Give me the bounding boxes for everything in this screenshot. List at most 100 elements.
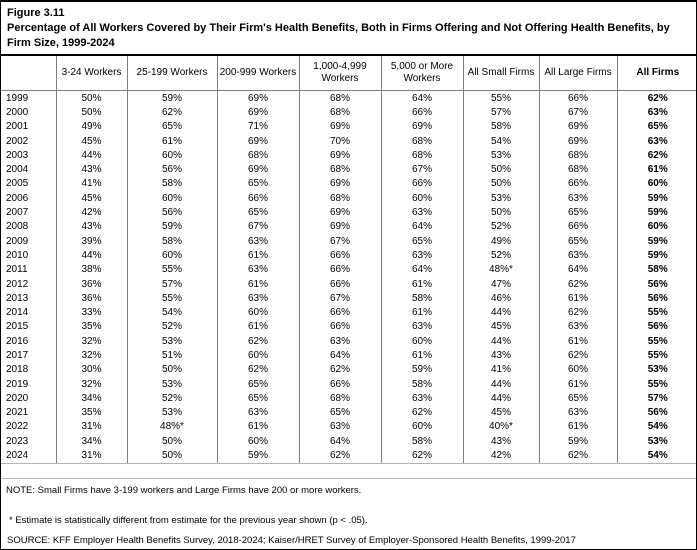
value-cell: 67% [538,105,617,120]
value-cell: 69% [216,162,299,177]
value-cell: 51% [126,348,217,363]
value-cell: 31% [55,419,127,435]
value-cell: 46% [462,291,539,306]
value-cell: 53% [126,405,217,420]
value-cell: 53% [462,148,539,163]
value-cell: 66% [298,276,381,292]
value-cell: 53% [616,434,696,449]
value-cell: 61% [538,376,617,392]
value-cell: 42% [55,205,127,220]
value-cell: 57% [616,391,696,406]
table-row: 2015 35% 52% 61% 66% 63% 45% 63% 56% [1,319,696,335]
value-cell: 52% [462,248,539,263]
value-cell: 62% [380,405,463,420]
value-cell: 59% [216,448,299,464]
value-cell: 67% [298,233,381,249]
header-row: 3-24 Workers 25-199 Workers 200-999 Worker… [1,56,696,91]
table-row: 2022 31% 48%* 61% 63% 60% 40%* 61% 54% [1,419,696,435]
value-cell: 60% [380,419,463,435]
value-cell: 68% [216,148,299,163]
value-cell: 59% [616,191,696,206]
value-cell: 59% [126,219,217,234]
value-cell: 52% [126,319,217,335]
year-cell: 2006 [6,192,29,204]
value-cell: 65% [126,119,217,134]
table-row: 2001 49% 65% 71% 69% 69% 58% 69% 65% [1,119,696,134]
table-row: 2012 36% 57% 61% 66% 61% 47% 62% 56% [1,276,696,292]
year-cell: 2010 [6,249,29,261]
value-cell: 67% [216,219,299,234]
year-cell: 2013 [6,292,29,304]
table-row: 2019 32% 53% 65% 66% 58% 44% 61% 55% [1,376,696,392]
value-cell: 48%* [462,262,539,277]
value-cell: 36% [55,276,127,292]
value-cell: 54% [462,133,539,149]
footnote-text: * Estimate is statistically different fr… [9,514,368,526]
value-cell: 63% [616,133,696,149]
value-cell: 45% [462,319,539,335]
value-cell: 55% [616,376,696,392]
value-cell: 42% [462,448,539,464]
value-cell: 58% [380,376,463,392]
value-cell: 62% [616,148,696,163]
value-cell: 65% [380,233,463,249]
value-cell: 58% [380,291,463,306]
value-cell: 61% [216,319,299,335]
year-cell: 1999 [6,92,29,104]
value-cell: 65% [216,376,299,392]
value-cell: 55% [616,305,696,320]
value-cell: 69% [298,205,381,220]
value-cell: 43% [462,434,539,449]
value-cell: 62% [126,105,217,120]
table-row: 2024 31% 50% 59% 62% 62% 42% 62% 54% [1,448,696,464]
value-cell: 56% [126,162,217,177]
year-cell: 2011 [6,264,28,276]
table-header: 3-24 Workers 25-199 Workers 200-999 Worker… [1,56,696,91]
value-cell: 63% [380,391,463,406]
value-cell: 63% [380,248,463,263]
value-cell: 35% [55,405,127,420]
value-cell: 62% [216,362,299,377]
value-cell: 66% [380,105,463,120]
value-cell: 38% [55,262,127,277]
value-cell: 43% [55,162,127,177]
table-row: 1999 50% 59% 69% 68% 64% 55% 66% 62% [1,90,696,106]
value-cell: 50% [55,90,127,106]
value-cell: 63% [538,248,617,263]
value-cell: 34% [55,391,127,406]
value-cell: 64% [538,262,617,277]
value-cell: 63% [298,419,381,435]
column-header: All Firms [616,56,696,91]
value-cell: 63% [216,233,299,249]
year-cell: 2012 [6,278,29,290]
value-cell: 63% [538,319,617,335]
value-cell: 55% [616,348,696,363]
value-cell: 64% [298,434,381,449]
value-cell: 57% [462,105,539,120]
column-header: 1,000-4,999 Workers [298,56,381,91]
value-cell: 59% [616,205,696,220]
value-cell: 69% [216,105,299,120]
value-cell: 47% [462,276,539,292]
value-cell: 50% [462,162,539,177]
value-cell: 61% [216,419,299,435]
value-cell: 62% [538,348,617,363]
value-cell: 52% [126,391,217,406]
source-text: SOURCE: KFF Employer Health Benefits Sur… [7,534,576,546]
value-cell: 64% [298,348,381,363]
value-cell: 65% [216,205,299,220]
value-cell: 53% [616,362,696,377]
value-cell: 61% [538,334,617,349]
value-cell: 71% [216,119,299,134]
value-cell: 59% [616,248,696,263]
value-cell: 56% [616,291,696,306]
value-cell: 44% [55,148,127,163]
year-cell: 2002 [6,135,29,147]
table-row: 2008 43% 59% 67% 69% 64% 52% 66% 60% [1,219,696,234]
value-cell: 60% [616,176,696,192]
value-cell: 69% [298,176,381,192]
year-cell: 2008 [6,221,29,233]
value-cell: 35% [55,319,127,335]
year-cell: 2021 [6,407,29,419]
